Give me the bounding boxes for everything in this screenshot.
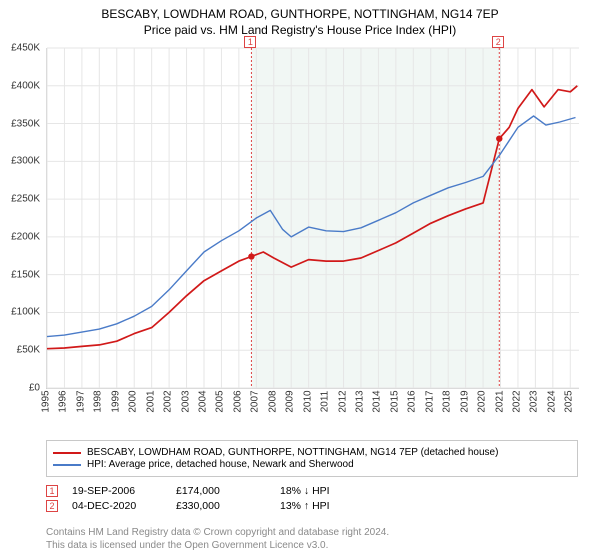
sale-row-2: 2 04-DEC-2020 £330,000 13% ↑ HPI xyxy=(46,500,578,512)
x-tick-label: 2021 xyxy=(494,387,505,417)
sale-row-1: 1 19-SEP-2006 £174,000 18% ↓ HPI xyxy=(46,485,578,497)
title-line1: BESCABY, LOWDHAM ROAD, GUNTHORPE, NOTTIN… xyxy=(0,6,600,22)
footer-line1: Contains HM Land Registry data © Crown c… xyxy=(46,526,578,539)
x-tick-label: 2019 xyxy=(459,387,470,417)
title-line2: Price paid vs. HM Land Registry's House … xyxy=(0,22,600,38)
x-tick-label: 2013 xyxy=(354,387,365,417)
x-tick-label: 2017 xyxy=(424,387,435,417)
x-tick-label: 2011 xyxy=(320,387,331,417)
y-tick-label: £100K xyxy=(0,307,44,318)
legend-swatch-hpi xyxy=(53,464,81,466)
plot-svg xyxy=(47,48,579,388)
x-tick-label: 2023 xyxy=(529,387,540,417)
footer-line2: This data is licensed under the Open Gov… xyxy=(46,539,578,552)
legend-swatch-subject xyxy=(53,452,81,454)
chart-marker-badge: 1 xyxy=(244,32,256,44)
x-tick-label: 1996 xyxy=(58,387,69,417)
x-tick-label: 1997 xyxy=(75,387,86,417)
sale-date-2: 04-DEC-2020 xyxy=(72,500,162,512)
x-tick-label: 2015 xyxy=(389,387,400,417)
legend-row-subject: BESCABY, LOWDHAM ROAD, GUNTHORPE, NOTTIN… xyxy=(53,447,571,458)
x-tick-label: 2002 xyxy=(163,387,174,417)
x-tick-label: 2010 xyxy=(302,387,313,417)
sale-delta-1: 18% ↓ HPI xyxy=(280,485,370,497)
x-tick-label: 2025 xyxy=(564,387,575,417)
y-tick-label: £200K xyxy=(0,231,44,242)
x-tick-label: 2022 xyxy=(511,387,522,417)
sale-delta-2: 13% ↑ HPI xyxy=(280,500,370,512)
y-tick-label: £50K xyxy=(0,345,44,356)
legend-row-hpi: HPI: Average price, detached house, Newa… xyxy=(53,459,571,470)
y-tick-label: £350K xyxy=(0,118,44,129)
chart-title: BESCABY, LOWDHAM ROAD, GUNTHORPE, NOTTIN… xyxy=(0,0,600,38)
y-tick-label: £450K xyxy=(0,43,44,54)
x-tick-label: 2006 xyxy=(232,387,243,417)
y-tick-label: £400K xyxy=(0,80,44,91)
sale-marker-1: 1 xyxy=(46,485,58,497)
x-tick-label: 1999 xyxy=(110,387,121,417)
sale-rows: 1 19-SEP-2006 £174,000 18% ↓ HPI 2 04-DE… xyxy=(46,482,578,515)
legend: BESCABY, LOWDHAM ROAD, GUNTHORPE, NOTTIN… xyxy=(46,440,578,477)
y-tick-label: £0 xyxy=(0,383,44,394)
x-tick-label: 2009 xyxy=(285,387,296,417)
x-tick-label: 2000 xyxy=(128,387,139,417)
plot-area xyxy=(46,48,579,389)
y-tick-label: £150K xyxy=(0,269,44,280)
y-tick-label: £300K xyxy=(0,156,44,167)
sale-price-1: £174,000 xyxy=(176,485,266,497)
chart-marker-badge: 2 xyxy=(492,32,504,44)
legend-label-subject: BESCABY, LOWDHAM ROAD, GUNTHORPE, NOTTIN… xyxy=(87,447,498,458)
legend-label-hpi: HPI: Average price, detached house, Newa… xyxy=(87,459,354,470)
sale-marker-2: 2 xyxy=(46,500,58,512)
marker-box-icon: 1 xyxy=(244,36,256,48)
x-tick-label: 2020 xyxy=(477,387,488,417)
marker-box-icon: 2 xyxy=(492,36,504,48)
footer: Contains HM Land Registry data © Crown c… xyxy=(46,526,578,552)
x-tick-label: 2004 xyxy=(197,387,208,417)
x-tick-label: 2001 xyxy=(145,387,156,417)
x-tick-label: 2024 xyxy=(546,387,557,417)
x-tick-label: 2005 xyxy=(215,387,226,417)
x-tick-label: 1998 xyxy=(93,387,104,417)
x-tick-label: 2014 xyxy=(372,387,383,417)
y-tick-label: £250K xyxy=(0,194,44,205)
sale-date-1: 19-SEP-2006 xyxy=(72,485,162,497)
x-tick-label: 2007 xyxy=(250,387,261,417)
x-tick-label: 2016 xyxy=(407,387,418,417)
x-tick-label: 2018 xyxy=(442,387,453,417)
x-tick-label: 2003 xyxy=(180,387,191,417)
sale-price-2: £330,000 xyxy=(176,500,266,512)
x-tick-label: 2008 xyxy=(267,387,278,417)
chart-container: BESCABY, LOWDHAM ROAD, GUNTHORPE, NOTTIN… xyxy=(0,0,600,560)
x-tick-label: 1995 xyxy=(41,387,52,417)
x-tick-label: 2012 xyxy=(337,387,348,417)
